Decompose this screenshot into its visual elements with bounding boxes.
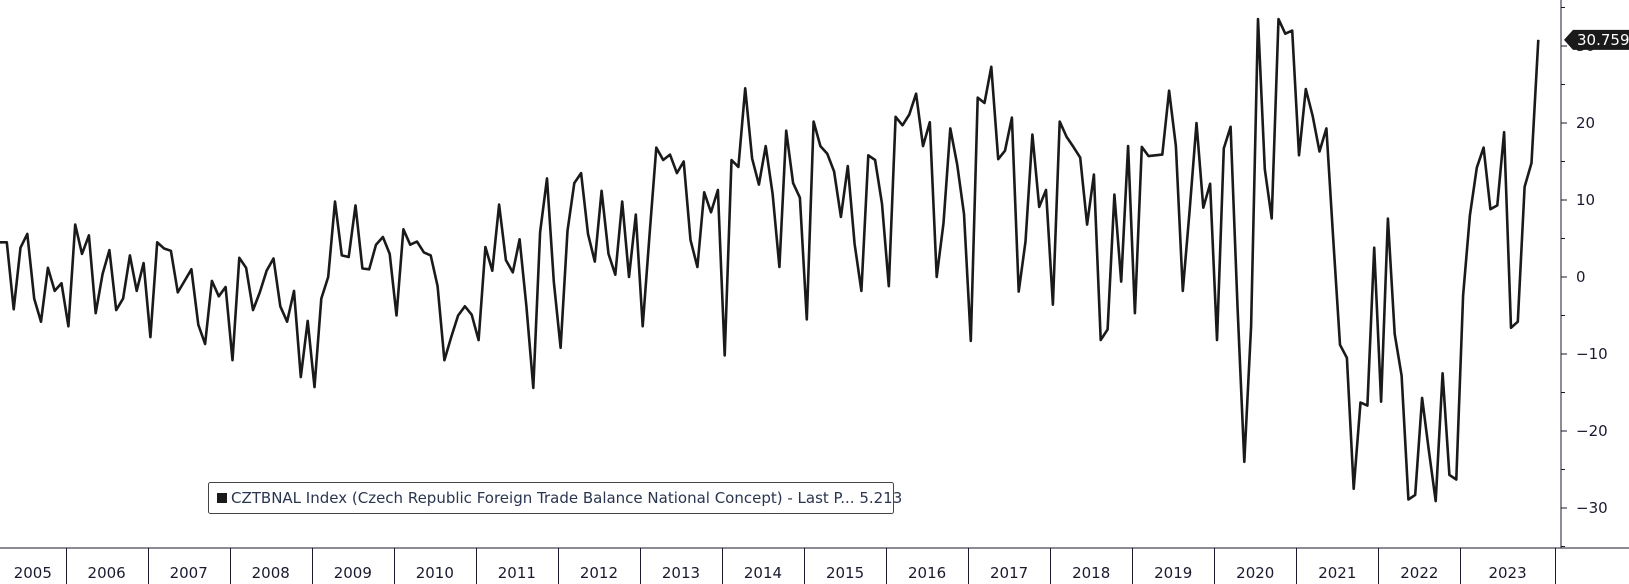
x-tick-label: 2011 xyxy=(498,564,536,582)
series-line xyxy=(0,17,1540,503)
x-tick-label: 2008 xyxy=(252,564,290,582)
x-tick-label: 2014 xyxy=(744,564,782,582)
x-tick-label: 2017 xyxy=(990,564,1028,582)
x-tick-label: 2012 xyxy=(580,564,618,582)
last-value-badge xyxy=(1564,29,1629,50)
y-tick-label: 10 xyxy=(1576,191,1595,209)
x-tick-label: 2013 xyxy=(662,564,700,582)
x-tick-label: 2007 xyxy=(170,564,208,582)
x-tick-label: 2020 xyxy=(1236,564,1274,582)
legend-box xyxy=(208,482,894,514)
legend-entry-label: CZTBNAL Index (Czech Republic Foreign Tr… xyxy=(231,489,902,507)
y-tick-label: −10 xyxy=(1576,345,1608,363)
x-tick-label: 2010 xyxy=(416,564,454,582)
x-tick-label: 2005 xyxy=(14,564,52,582)
x-tick-label: 2022 xyxy=(1400,564,1438,582)
y-tick-label: −20 xyxy=(1576,422,1608,440)
y-tick-label: 20 xyxy=(1576,114,1595,132)
y-tick-label: −30 xyxy=(1576,499,1608,517)
x-tick-label: 2021 xyxy=(1318,564,1356,582)
x-tick-label: 2019 xyxy=(1154,564,1192,582)
x-tick-label: 2006 xyxy=(88,564,126,582)
legend: CZTBNAL Index (Czech Republic Foreign Tr… xyxy=(208,482,902,514)
x-tick-label: 2018 xyxy=(1072,564,1110,582)
series-layer xyxy=(0,17,1540,503)
x-tick-label: 2009 xyxy=(334,564,372,582)
x-tick-label: 2023 xyxy=(1488,564,1526,582)
last-value-label: 30.759 xyxy=(1577,31,1629,49)
legend-swatch xyxy=(217,493,227,503)
last-value-marker: 30.759 xyxy=(1564,29,1629,50)
x-tick-label: 2016 xyxy=(908,564,946,582)
y-tick-label: 0 xyxy=(1576,268,1586,286)
x-axis: 2005 2006 2007 2008 2009 2010 2011 2012 2013 2014… xyxy=(0,547,1629,584)
x-tick-label: 2015 xyxy=(826,564,864,582)
